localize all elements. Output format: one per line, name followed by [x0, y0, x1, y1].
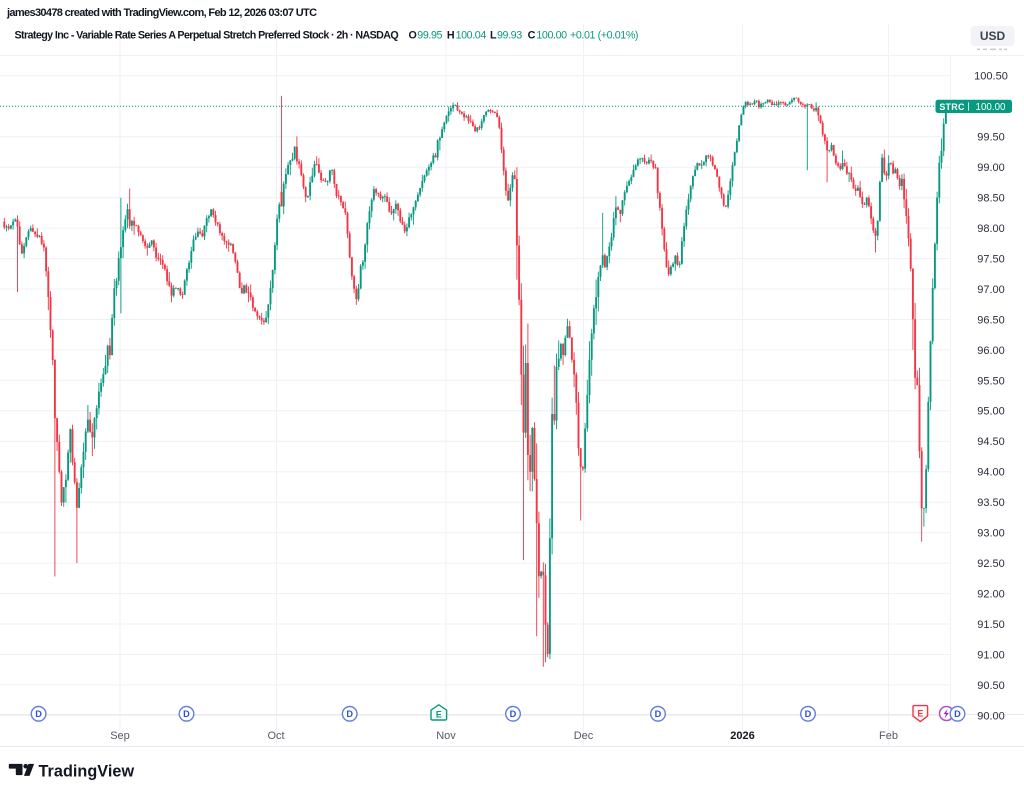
svg-text:95.50: 95.50 [977, 375, 1005, 387]
svg-text:D: D [805, 709, 812, 719]
svg-text:92.50: 92.50 [977, 558, 1005, 570]
svg-text:90.50: 90.50 [977, 680, 1005, 692]
svg-text:93.00: 93.00 [977, 528, 1005, 540]
svg-text:Feb: Feb [879, 730, 898, 742]
svg-text:2026: 2026 [730, 730, 754, 742]
svg-text:D: D [510, 709, 517, 719]
svg-text:Oct: Oct [267, 730, 284, 742]
svg-text:90.00: 90.00 [977, 710, 1005, 722]
svg-text:Sep: Sep [110, 730, 130, 742]
svg-text:96.00: 96.00 [977, 345, 1005, 357]
svg-text:+0.01 (+0.01%): +0.01 (+0.01%) [570, 29, 638, 41]
svg-text:Strategy Inc - Variable Rate S: Strategy Inc - Variable Rate Series A Pe… [15, 29, 399, 41]
svg-text:STRC: STRC [939, 102, 965, 112]
svg-text:100.04: 100.04 [456, 29, 487, 41]
svg-text:L: L [490, 29, 497, 41]
svg-text:100.00: 100.00 [976, 102, 1007, 113]
svg-text:94.00: 94.00 [977, 467, 1005, 479]
svg-text:97.00: 97.00 [977, 284, 1005, 296]
svg-text:D: D [183, 709, 190, 719]
svg-text:96.50: 96.50 [977, 314, 1005, 326]
svg-text:H: H [447, 29, 454, 41]
svg-text:D: D [954, 709, 961, 719]
svg-text:Nov: Nov [436, 730, 456, 742]
svg-text:100.50: 100.50 [974, 71, 1008, 83]
svg-text:TradingView: TradingView [39, 763, 135, 781]
svg-text:99.50: 99.50 [977, 132, 1005, 144]
svg-text:97.50: 97.50 [977, 254, 1005, 266]
svg-text:99.95: 99.95 [417, 29, 442, 41]
svg-text:94.50: 94.50 [977, 436, 1005, 448]
svg-text:98.50: 98.50 [977, 193, 1005, 205]
svg-text:USD: USD [980, 29, 1006, 43]
svg-text:D: D [346, 709, 353, 719]
svg-text:C: C [528, 29, 536, 41]
svg-text:james30478 created with Tradin: james30478 created with TradingView.com,… [6, 7, 317, 19]
svg-text:Dec: Dec [574, 730, 594, 742]
svg-text:95.00: 95.00 [977, 406, 1005, 418]
svg-text:D: D [655, 709, 662, 719]
svg-text:91.00: 91.00 [977, 649, 1005, 661]
svg-text:91.50: 91.50 [977, 619, 1005, 631]
svg-text:98.00: 98.00 [977, 223, 1005, 235]
svg-text:E: E [917, 709, 923, 719]
svg-text:93.50: 93.50 [977, 497, 1005, 509]
svg-text:D: D [35, 709, 42, 719]
svg-text:99.00: 99.00 [977, 162, 1005, 174]
svg-text:100.00: 100.00 [536, 29, 567, 41]
svg-text:O: O [409, 29, 417, 41]
svg-text:92.00: 92.00 [977, 589, 1005, 601]
svg-text:99.93: 99.93 [497, 29, 522, 41]
svg-text:E: E [436, 710, 442, 720]
